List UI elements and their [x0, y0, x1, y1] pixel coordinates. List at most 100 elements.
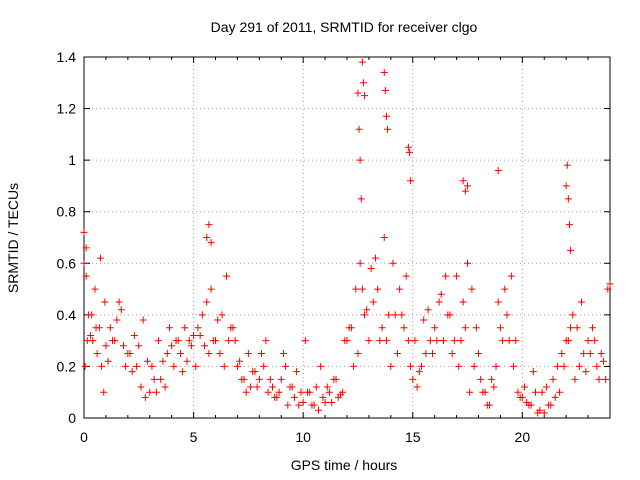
data-point: [510, 362, 518, 370]
data-point: [262, 337, 270, 345]
data-point: [376, 337, 384, 345]
data-point: [604, 285, 612, 293]
data-point: [591, 337, 599, 345]
data-point: [418, 362, 426, 370]
data-point: [174, 337, 182, 345]
data-point: [275, 388, 283, 396]
x-tick-label: 5: [190, 429, 198, 445]
data-point: [358, 58, 366, 66]
data-point: [119, 342, 127, 350]
data-point: [595, 375, 603, 383]
data-point: [411, 337, 419, 345]
data-point: [481, 388, 489, 396]
data-point: [363, 306, 371, 314]
data-point: [359, 79, 367, 87]
data-point: [170, 362, 178, 370]
data-point: [358, 285, 366, 293]
data-point: [582, 368, 590, 376]
data-point: [288, 383, 296, 391]
data-point: [148, 362, 156, 370]
data-point: [446, 311, 454, 319]
data-point: [201, 342, 209, 350]
data-point: [247, 383, 255, 391]
data-point: [115, 298, 123, 306]
data-point: [385, 311, 393, 319]
data-point: [507, 272, 515, 280]
data-point: [442, 272, 450, 280]
data-point: [96, 254, 104, 262]
data-point: [168, 342, 176, 350]
y-tick-label: 1: [68, 152, 76, 168]
data-point: [135, 342, 143, 350]
data-point: [371, 254, 379, 262]
data-point: [369, 298, 377, 306]
data-point: [413, 383, 421, 391]
data-point: [357, 195, 365, 203]
data-point: [137, 383, 145, 391]
data-point: [244, 350, 252, 358]
data-point: [431, 324, 439, 332]
data-point: [361, 92, 369, 100]
data-point: [569, 311, 577, 319]
data-point: [531, 388, 539, 396]
y-tick-label: 0.8: [57, 204, 77, 220]
data-point: [203, 298, 211, 306]
data-point: [179, 368, 187, 376]
data-point: [325, 388, 333, 396]
data-point: [161, 383, 169, 391]
data-point: [176, 350, 184, 358]
data-point: [540, 409, 548, 417]
data-point: [98, 362, 106, 370]
data-point: [192, 362, 200, 370]
data-point: [139, 316, 147, 324]
data-point: [194, 324, 202, 332]
data-point: [453, 272, 461, 280]
data-point: [405, 148, 413, 156]
data-point: [404, 143, 412, 151]
data-point: [549, 375, 557, 383]
data-point: [233, 362, 241, 370]
data-point: [565, 221, 573, 229]
data-point: [503, 311, 511, 319]
data-point: [355, 125, 363, 133]
data-point: [80, 228, 88, 236]
data-point: [183, 357, 191, 365]
data-point: [293, 368, 301, 376]
data-point: [279, 350, 287, 358]
data-point: [130, 331, 138, 339]
data-point: [578, 298, 586, 306]
data-point: [236, 357, 244, 365]
data-point: [128, 368, 136, 376]
y-tick-label: 0.6: [57, 255, 77, 271]
data-point: [356, 156, 364, 164]
data-point: [87, 331, 95, 339]
data-point: [402, 272, 410, 280]
data-point: [477, 375, 485, 383]
data-point: [586, 350, 594, 358]
data-point: [214, 316, 222, 324]
data-point: [321, 399, 329, 407]
y-tick-label: 0: [68, 410, 76, 426]
data-point: [426, 337, 434, 345]
data-point: [435, 298, 443, 306]
data-point: [389, 259, 397, 267]
data-point: [492, 362, 500, 370]
data-point: [382, 337, 390, 345]
data-point: [521, 383, 529, 391]
data-point: [299, 399, 307, 407]
data-point: [538, 388, 546, 396]
data-point: [332, 375, 340, 383]
data-point: [501, 285, 509, 293]
data-point: [384, 125, 392, 133]
data-point: [378, 324, 386, 332]
data-point: [165, 324, 173, 332]
data-point: [464, 182, 472, 190]
data-point: [155, 337, 163, 345]
data-point: [404, 337, 412, 345]
data-points: [80, 58, 614, 417]
data-point: [354, 89, 362, 97]
data-point: [374, 285, 382, 293]
data-point: [356, 259, 364, 267]
data-point: [367, 264, 375, 272]
